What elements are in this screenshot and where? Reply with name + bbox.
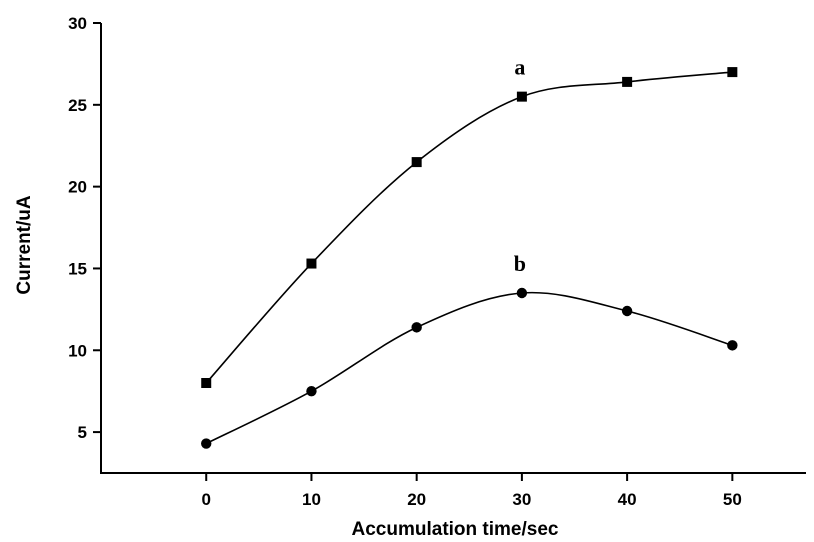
y-tick-label: 5: [78, 423, 87, 442]
x-axis-title: Accumulation time/sec: [352, 519, 559, 540]
series-a-point: [727, 67, 738, 78]
series-a-point: [411, 157, 422, 168]
x-tick-label: 50: [723, 490, 742, 509]
series-a-point: [622, 76, 633, 87]
series-b-label: b: [514, 251, 526, 276]
x-tick-label: 30: [512, 490, 531, 509]
axes: [100, 23, 806, 474]
series-a-line: [205, 71, 733, 384]
series-markers: [201, 67, 738, 449]
series-a-point: [306, 258, 317, 269]
series-b-line: [205, 291, 733, 445]
series-labels: ab: [514, 55, 526, 276]
x-tick-label: 10: [302, 490, 321, 509]
series-a-point: [516, 91, 527, 102]
x-tick-label: 40: [618, 490, 637, 509]
x-tick-label: 0: [201, 490, 210, 509]
y-axis-title: Current/uA: [14, 195, 35, 295]
ticks: 0 10 20 30 40 50 5 10 15 20 25 30: [68, 14, 742, 509]
x-tick-label: 20: [407, 490, 426, 509]
y-tick-label: 30: [68, 14, 87, 33]
y-tick-label: 20: [68, 178, 87, 197]
y-tick-label: 10: [68, 341, 87, 360]
y-tick-label: 15: [68, 259, 87, 278]
series-a-label: a: [514, 55, 525, 80]
series-curves: [205, 71, 733, 445]
series-b-point: [727, 340, 738, 351]
series-b-point: [621, 305, 633, 317]
series-b-point: [411, 322, 422, 333]
series-a-point: [201, 378, 212, 388]
series-b-point: [306, 385, 317, 397]
y-tick-label: 25: [68, 96, 87, 115]
series-b-point: [201, 438, 212, 449]
series-b-point: [516, 287, 528, 299]
